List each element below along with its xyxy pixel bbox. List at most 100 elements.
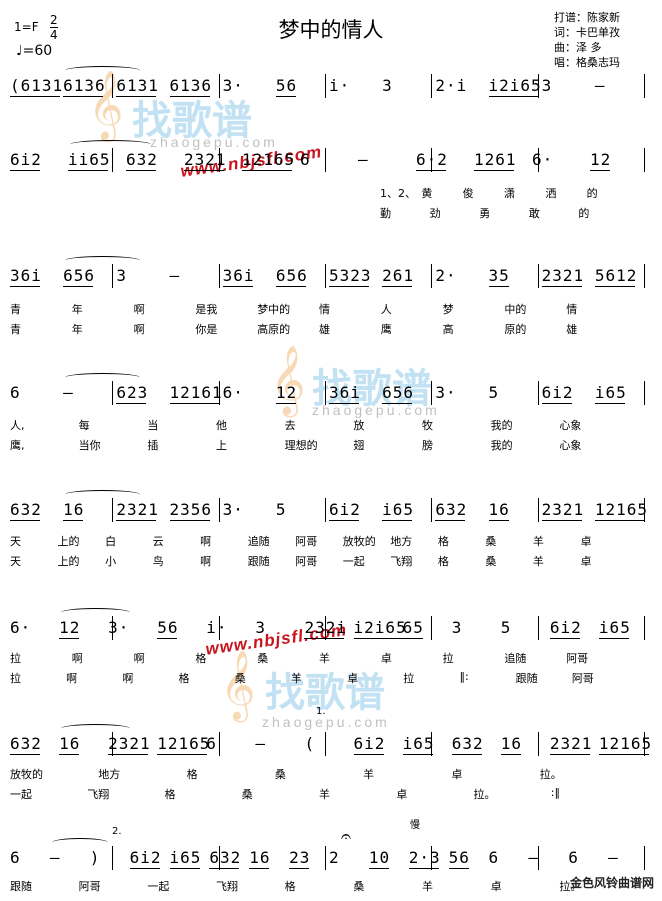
beam-line	[169, 868, 200, 869]
notation-row: 632 16 2321 12165 6–(6i2 i65 632 16 2321 12165	[10, 734, 655, 756]
beam-line	[541, 520, 582, 521]
volta-2: 2.	[112, 826, 122, 837]
bar-line	[431, 846, 433, 870]
note-group: (	[304, 734, 316, 753]
note-group: –	[255, 734, 267, 753]
footer-site-mark: 金色风铃曲谱网	[569, 876, 654, 890]
note-group: 5	[275, 500, 287, 519]
bar-line	[112, 264, 114, 288]
beam-line	[549, 754, 590, 755]
lyric-word: 卓	[451, 768, 463, 781]
bar-line	[218, 498, 220, 522]
lyric-word: 翅	[353, 439, 365, 452]
beam-line	[368, 868, 389, 869]
lyric-word: 的	[586, 187, 598, 200]
lyric-word: 羊	[363, 768, 375, 781]
lyrics-line: 一起 飞翔 格 桑 羊 卓 拉。:‖	[10, 786, 655, 801]
note-group: 656	[382, 383, 415, 402]
bar-line	[644, 498, 645, 522]
note-group: 12165	[157, 734, 211, 753]
lyric-word: 拉	[10, 652, 21, 665]
quarter-note-icon: ♩	[16, 43, 23, 59]
lyric-word: 卓	[580, 535, 592, 548]
lyric-word: 俊	[462, 187, 474, 200]
note-group: 2321	[108, 734, 151, 753]
bar-line	[537, 381, 539, 405]
notation-row: (6131 6136 6131 6136 3· 56 i· 3 2·i i2i65 3–	[10, 76, 655, 98]
note-group: 6i2	[10, 150, 42, 169]
bar-line	[644, 381, 645, 405]
bar-line	[644, 846, 645, 870]
note-group: 3·	[108, 618, 130, 637]
lyric-word: 跟随	[515, 672, 538, 685]
bar-line	[112, 616, 114, 640]
beam-line	[382, 403, 413, 404]
beam-line	[329, 403, 359, 404]
lyric-word: 敢	[528, 207, 540, 220]
beam-line	[157, 638, 178, 639]
note-group: 16	[488, 500, 510, 519]
lyric-word: 拉。	[539, 768, 562, 781]
beam-line	[488, 96, 539, 97]
note-group: 2321	[184, 150, 227, 169]
beam-line	[594, 403, 625, 404]
lyric-word: 高原的	[257, 323, 291, 336]
beam-line	[402, 754, 433, 755]
note-group: 261	[382, 266, 415, 285]
note-group: 2321	[116, 500, 159, 519]
treble-clef-watermark-icon: 𝄞	[220, 650, 256, 720]
beam-line	[59, 754, 80, 755]
lyric-word: 飞翔	[216, 880, 238, 893]
beam-line	[416, 170, 446, 171]
note-group: 6·	[532, 150, 554, 169]
lyric-word: 你是	[195, 323, 218, 336]
lyric-word: 一起	[147, 880, 170, 893]
lyric-word: 跟随	[10, 880, 32, 893]
beam-line	[329, 286, 369, 287]
note-group: 656	[275, 266, 308, 285]
lyric-word: 放	[353, 419, 365, 432]
note-group: 2356	[169, 500, 213, 519]
note-group: 6131	[116, 76, 159, 95]
bar-line	[644, 74, 645, 98]
lyric-word: :‖	[550, 786, 560, 799]
note-group: 6	[300, 150, 311, 169]
lyric-word: 心象	[559, 419, 582, 432]
beam-line	[116, 520, 157, 521]
note-group: 6·	[10, 618, 32, 637]
note-group: 10	[368, 848, 391, 867]
credit-line: 唱：格桑志玛	[554, 56, 620, 69]
credits: 打谱：陈家新 词：卡巴单孜 曲：泽 多 唱：格桑志玛	[554, 10, 620, 70]
note-group: 3	[382, 76, 393, 95]
note-group: 632	[451, 734, 484, 753]
note-group: )	[89, 848, 101, 867]
note-group: 2·3	[408, 848, 441, 867]
lyric-word: 飞翔	[390, 555, 413, 568]
note-group: 16	[59, 734, 81, 753]
lyric-word: 地方	[390, 535, 413, 548]
lyric-word: 卓	[580, 555, 592, 568]
lyric-word: 地方	[98, 768, 121, 781]
beam-line	[10, 170, 40, 171]
beam-line	[169, 520, 210, 521]
lyric-word: 飞翔	[87, 788, 110, 801]
credit-line: 曲：泽 多	[554, 41, 602, 54]
lyric-word: 是我	[195, 303, 218, 316]
note-group: 16	[63, 500, 85, 519]
slur	[70, 140, 152, 149]
beam-line	[408, 868, 439, 869]
note-group: –	[63, 383, 74, 402]
note-group: 5612	[594, 266, 638, 285]
lyric-word: 啊	[200, 555, 212, 568]
note-group: 632	[10, 734, 42, 753]
slur	[65, 490, 140, 499]
lyric-word: 白	[105, 535, 117, 548]
tempo-slow-mark: 慢	[410, 820, 420, 831]
note-group: –	[169, 266, 181, 285]
lyric-word: 一起	[342, 555, 365, 568]
lyric-word: 格	[178, 672, 190, 685]
lyric-word: 阿哥	[78, 880, 101, 893]
beam-line	[63, 286, 94, 287]
note-group: i65	[402, 734, 435, 753]
bar-line	[431, 148, 433, 172]
